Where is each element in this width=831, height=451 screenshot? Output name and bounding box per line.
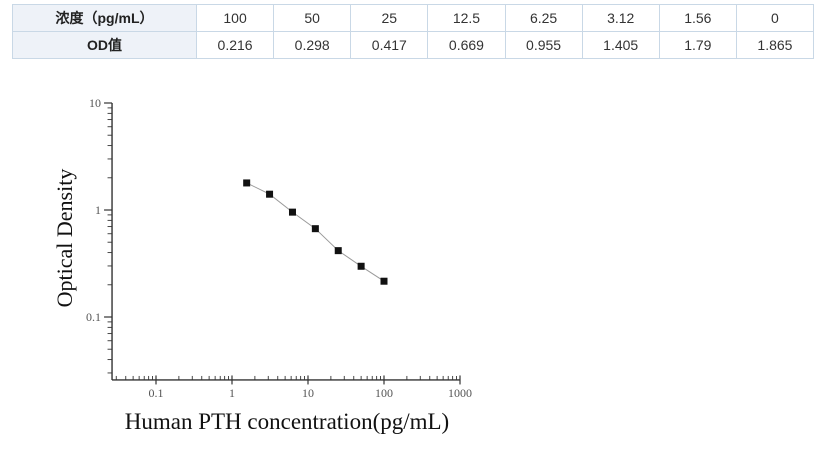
- table-row-concentration: 浓度（pg/mL） 100 50 25 12.5 6.25 3.12 1.56 …: [12, 4, 815, 32]
- od-cell: 0.216: [195, 31, 275, 59]
- concentration-cell: 3.12: [581, 4, 660, 32]
- x-tick-label: 0.1: [149, 386, 164, 400]
- data-point-marker: [357, 262, 365, 270]
- od-cell: 0.669: [427, 31, 506, 59]
- row-header-concentration: 浓度（pg/mL）: [12, 4, 197, 32]
- plot-generated: 0.1 1 10 0.1 1 10 100 1000: [86, 96, 472, 400]
- x-tick-label: 100: [375, 386, 393, 400]
- concentration-cell: 100: [195, 4, 275, 32]
- concentration-cell: 0: [735, 4, 815, 32]
- standard-curve-table: 浓度（pg/mL） 100 50 25 12.5 6.25 3.12 1.56 …: [12, 4, 815, 59]
- concentration-cell: 25: [350, 4, 429, 32]
- od-cell: 0.417: [350, 31, 429, 59]
- concentration-cell: 1.56: [658, 4, 737, 32]
- od-cell: 0.298: [273, 31, 352, 59]
- row-header-od: OD值: [12, 31, 197, 59]
- data-point-marker: [311, 225, 319, 233]
- x-tick-label: 1000: [448, 386, 472, 400]
- od-cell: 0.955: [504, 31, 583, 59]
- data-point-marker: [243, 179, 251, 187]
- concentration-cell: 50: [273, 4, 352, 32]
- data-point-marker: [266, 190, 274, 198]
- data-point-marker: [288, 208, 296, 216]
- concentration-cell: 12.5: [427, 4, 506, 32]
- elisa-standard-curve-chart: 0.1 1 10 0.1 1 10 100 1000 Optical Density Huma…: [40, 85, 480, 446]
- chart-svg: 0.1 1 10 0.1 1 10 100 1000 Optical Density Huma…: [52, 96, 472, 434]
- x-axis-title: Human PTH concentration(pg/mL): [125, 409, 449, 434]
- y-tick-label: 0.1: [86, 310, 101, 324]
- y-tick-label: 1: [95, 203, 101, 217]
- data-point-marker: [334, 247, 342, 255]
- x-tick-label: 1: [229, 386, 235, 400]
- y-axis-title: Optical Density: [52, 169, 77, 308]
- x-tick-label: 10: [302, 386, 314, 400]
- table-row-od: OD值 0.216 0.298 0.417 0.669 0.955 1.405 …: [12, 31, 815, 59]
- od-cell: 1.405: [581, 31, 660, 59]
- od-cell: 1.79: [658, 31, 737, 59]
- data-point-marker: [380, 277, 388, 285]
- y-tick-label: 10: [89, 96, 101, 110]
- od-cell: 1.865: [735, 31, 815, 59]
- concentration-cell: 6.25: [504, 4, 583, 32]
